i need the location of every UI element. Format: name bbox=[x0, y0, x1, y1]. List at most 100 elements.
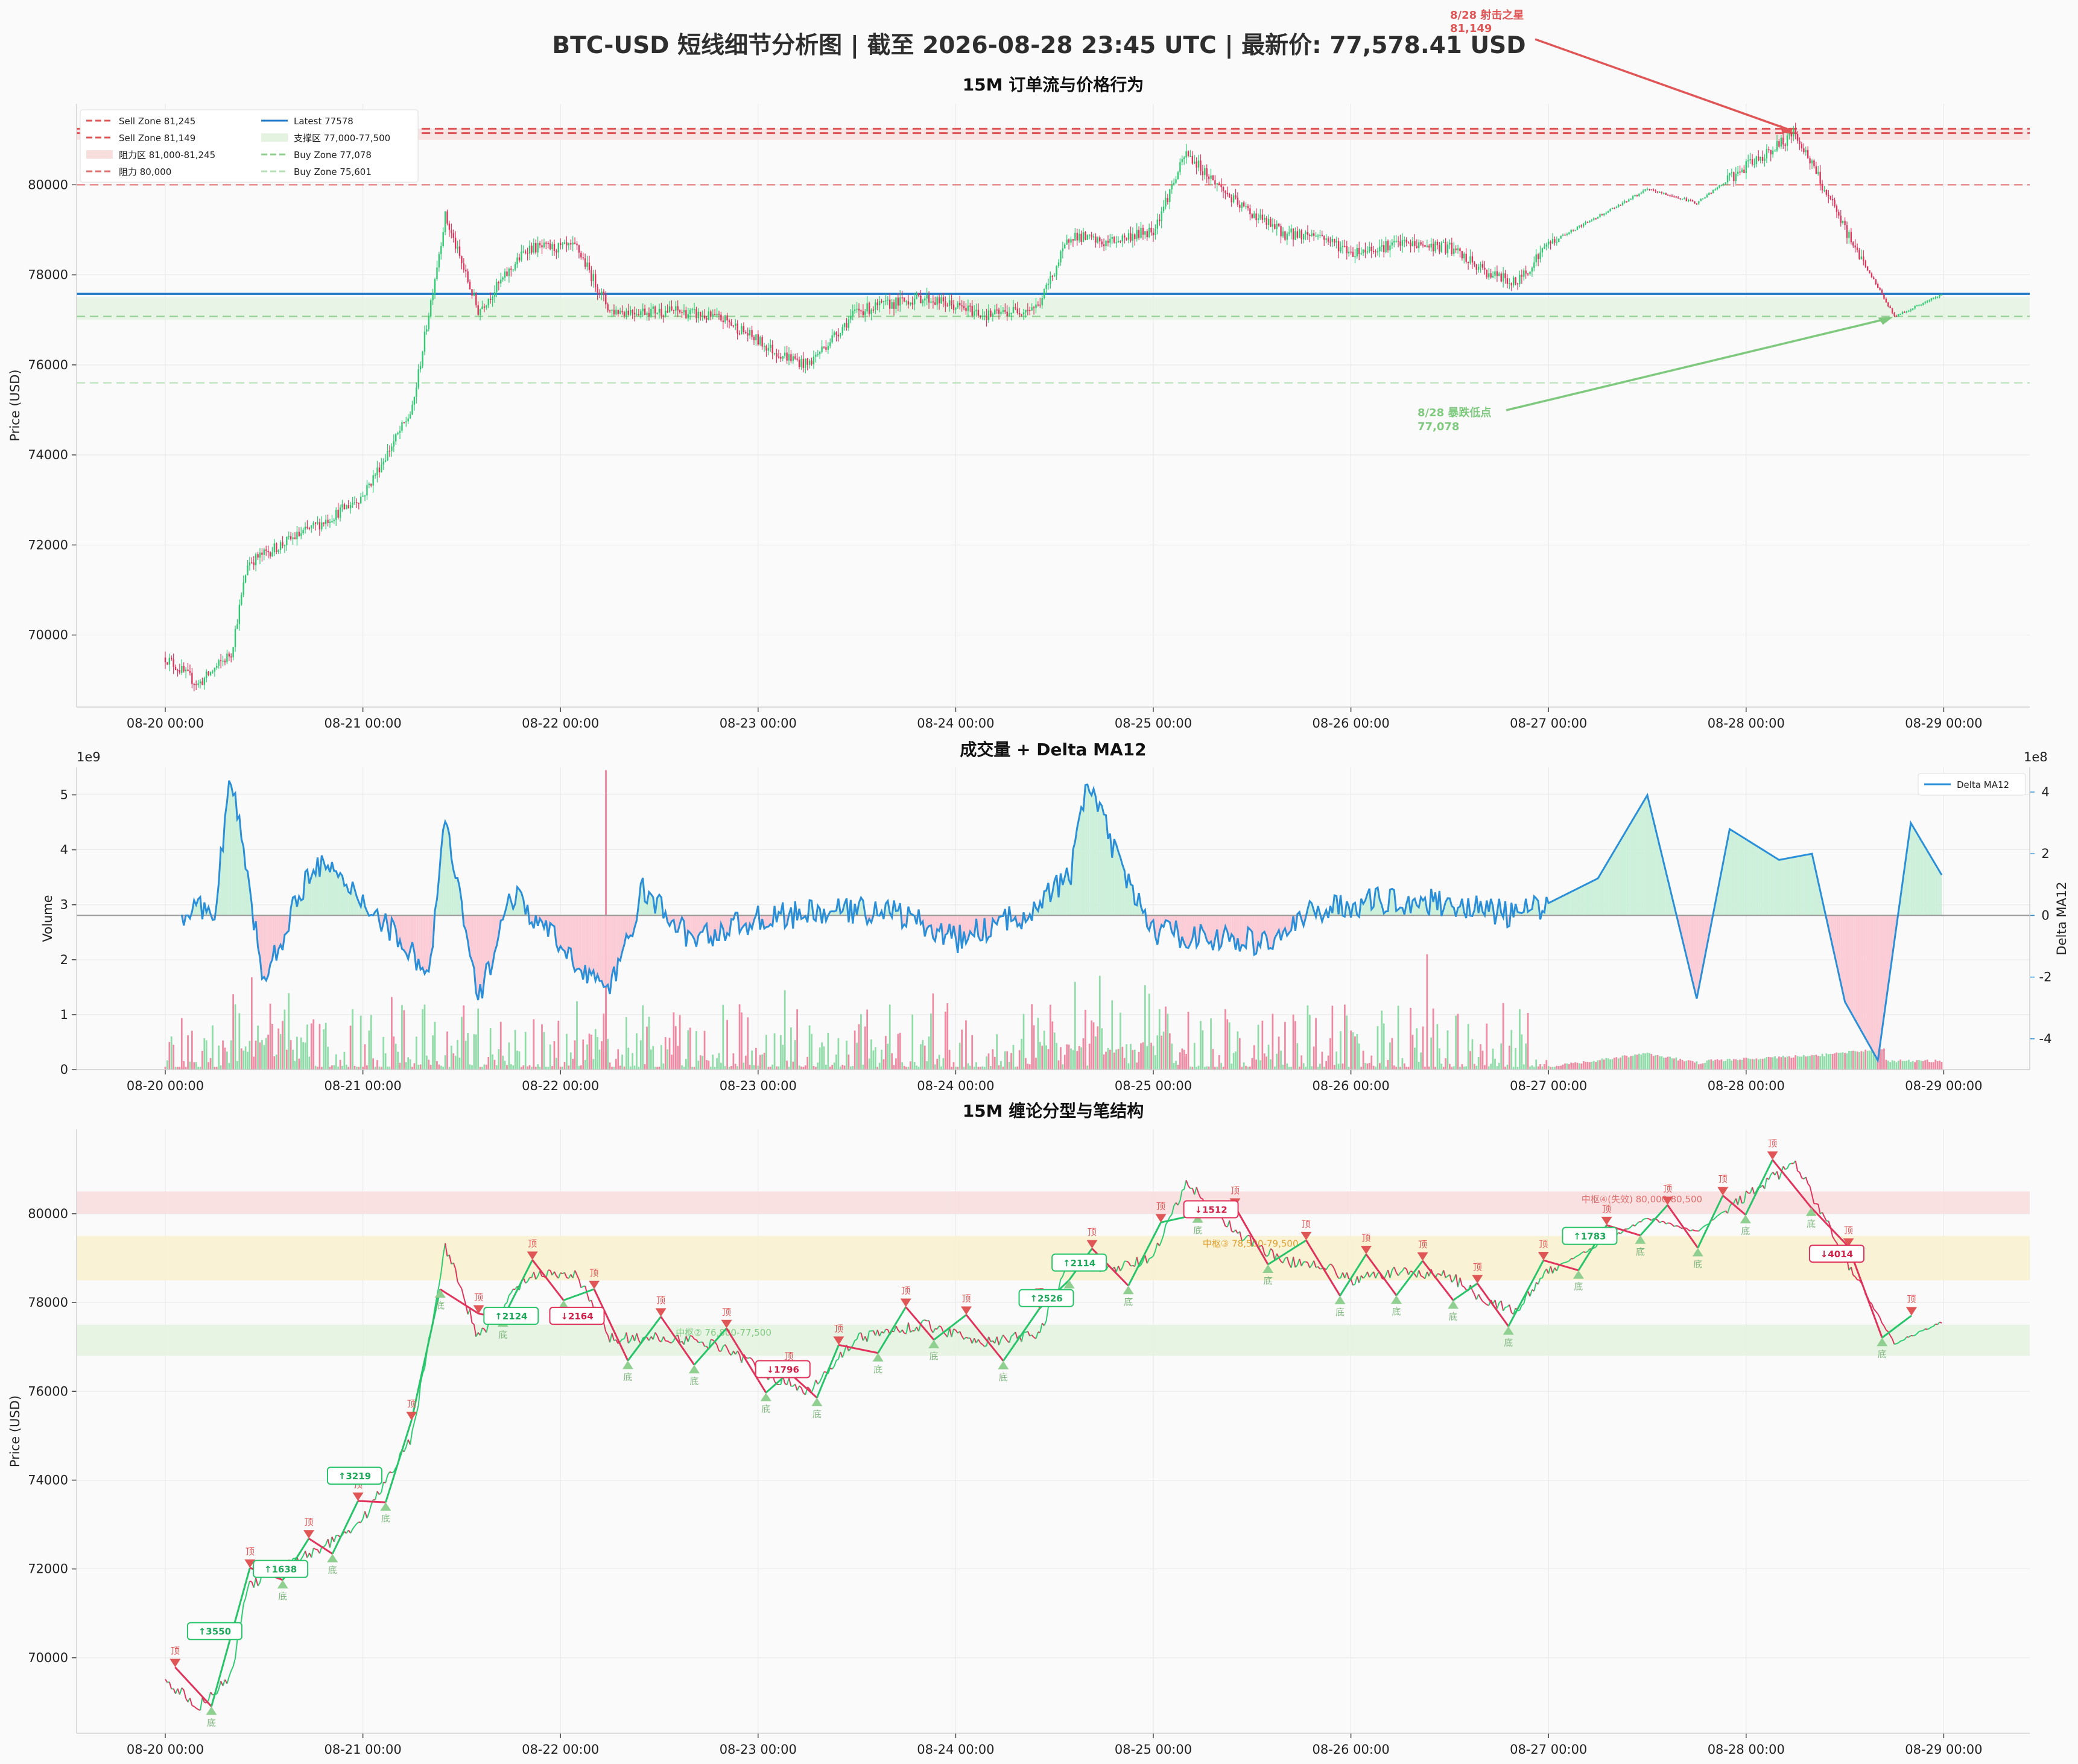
candle-body bbox=[461, 256, 463, 264]
volume-bar bbox=[1854, 1051, 1857, 1070]
volume-bar bbox=[1541, 1066, 1544, 1070]
bi-stroke bbox=[965, 1314, 1004, 1362]
delta-fill bbox=[1783, 858, 1785, 916]
volume-bar bbox=[1253, 1045, 1255, 1070]
candle-body bbox=[1597, 217, 1599, 219]
candle-body bbox=[487, 299, 489, 306]
volume-bar bbox=[1451, 1067, 1453, 1070]
candle-body bbox=[1344, 246, 1346, 247]
volume-bar bbox=[1842, 1052, 1844, 1070]
volume-bar bbox=[913, 1062, 916, 1070]
candle-body bbox=[1385, 241, 1387, 252]
candle-body bbox=[753, 337, 755, 341]
volume-bar bbox=[463, 1005, 465, 1070]
volume-bar bbox=[648, 1017, 650, 1070]
volume-bar bbox=[1208, 1066, 1210, 1070]
volume-bar bbox=[1346, 1015, 1348, 1070]
delta-fill bbox=[1665, 871, 1668, 916]
top-fractal-marker bbox=[1360, 1246, 1372, 1255]
volume-bar bbox=[1148, 994, 1150, 1070]
price-segment bbox=[615, 1339, 619, 1344]
volume-bar bbox=[1376, 1026, 1379, 1070]
delta-fill bbox=[1686, 915, 1689, 965]
delta-fill bbox=[1793, 857, 1796, 916]
bi-stroke bbox=[838, 1344, 878, 1354]
volume-bar bbox=[1856, 1052, 1858, 1070]
y-tick-label: 3 bbox=[60, 898, 68, 912]
volume-bar bbox=[942, 1058, 945, 1070]
volume-bar bbox=[562, 1066, 563, 1070]
delta-fill bbox=[1559, 896, 1561, 916]
volume-bar bbox=[1718, 1060, 1720, 1070]
volume-bar bbox=[934, 1064, 936, 1070]
candle-body bbox=[1127, 233, 1130, 240]
volume-bar bbox=[1033, 1025, 1035, 1070]
price-segment bbox=[416, 1404, 419, 1415]
delta-fill bbox=[1770, 854, 1773, 916]
candle-body bbox=[876, 302, 878, 305]
delta-fill bbox=[1791, 857, 1794, 916]
top-fractal-label: 顶 bbox=[1907, 1294, 1916, 1305]
delta-fill bbox=[319, 855, 322, 916]
volume-bar bbox=[1255, 1059, 1257, 1070]
candle-body bbox=[1296, 231, 1299, 238]
volume-bar bbox=[349, 1026, 352, 1070]
candle-body bbox=[1537, 254, 1539, 259]
volume-bar bbox=[829, 1067, 831, 1070]
volume-bar bbox=[306, 1024, 308, 1070]
stroke-label: ↑3550 bbox=[198, 1626, 231, 1637]
volume-bar bbox=[1158, 1009, 1161, 1070]
candle-body bbox=[1632, 195, 1634, 199]
volume-bar bbox=[1930, 1062, 1933, 1070]
volume-bar bbox=[905, 1067, 907, 1070]
price-segment bbox=[1475, 1294, 1480, 1300]
price-segment bbox=[711, 1339, 713, 1341]
delta-fill bbox=[1839, 915, 1841, 983]
candle-body bbox=[238, 604, 241, 624]
candle-body bbox=[1667, 195, 1669, 196]
candle-body bbox=[384, 460, 387, 462]
volume-bar bbox=[1280, 1050, 1282, 1070]
price-segment bbox=[405, 1439, 409, 1447]
price-segment bbox=[856, 1333, 860, 1340]
volume-bar bbox=[1684, 1061, 1685, 1070]
volume-bar bbox=[1891, 1060, 1893, 1070]
price-segment bbox=[1004, 1337, 1008, 1341]
price-segment bbox=[1037, 1331, 1041, 1333]
candle-body bbox=[1821, 183, 1823, 191]
candle-body bbox=[1315, 235, 1317, 236]
volume-bar bbox=[730, 1066, 732, 1070]
candle-body bbox=[1924, 302, 1926, 303]
volume-bar bbox=[325, 1023, 327, 1070]
candle-body bbox=[214, 668, 216, 672]
volume-bar bbox=[1920, 1061, 1922, 1070]
chart-title: BTC-USD 短线细节分析图 | 截至 2026-08-28 23:45 UT… bbox=[552, 32, 1526, 59]
volume-bar bbox=[473, 1034, 475, 1070]
candle-body bbox=[1733, 172, 1735, 182]
candle-body bbox=[1311, 233, 1313, 236]
delta-fill bbox=[1645, 795, 1647, 916]
volume-bar bbox=[1183, 1050, 1185, 1070]
candle-body bbox=[337, 509, 339, 518]
candle-body bbox=[1103, 244, 1105, 247]
top-fractal-marker bbox=[1662, 1196, 1673, 1205]
price-segment bbox=[350, 1529, 353, 1534]
volume-bar bbox=[236, 1061, 238, 1070]
price-segment bbox=[1449, 1274, 1452, 1283]
volume-bar bbox=[1414, 1047, 1416, 1070]
volume-bar bbox=[440, 1065, 442, 1070]
volume-bar bbox=[1778, 1056, 1780, 1070]
candle-body bbox=[1288, 232, 1290, 234]
delta-fill bbox=[453, 870, 456, 916]
volume-bar bbox=[1257, 1024, 1259, 1070]
candle-body bbox=[430, 300, 432, 317]
volume-bar bbox=[1846, 1053, 1848, 1070]
volume-bar bbox=[1220, 1063, 1222, 1070]
delta-fill bbox=[332, 862, 334, 916]
candle-body bbox=[282, 542, 284, 546]
bottom-fractal-label: 底 bbox=[761, 1404, 770, 1415]
volume-bar bbox=[1329, 1038, 1331, 1070]
candle-body bbox=[1085, 232, 1086, 240]
candle-body bbox=[444, 211, 446, 232]
candle-body bbox=[660, 308, 662, 316]
